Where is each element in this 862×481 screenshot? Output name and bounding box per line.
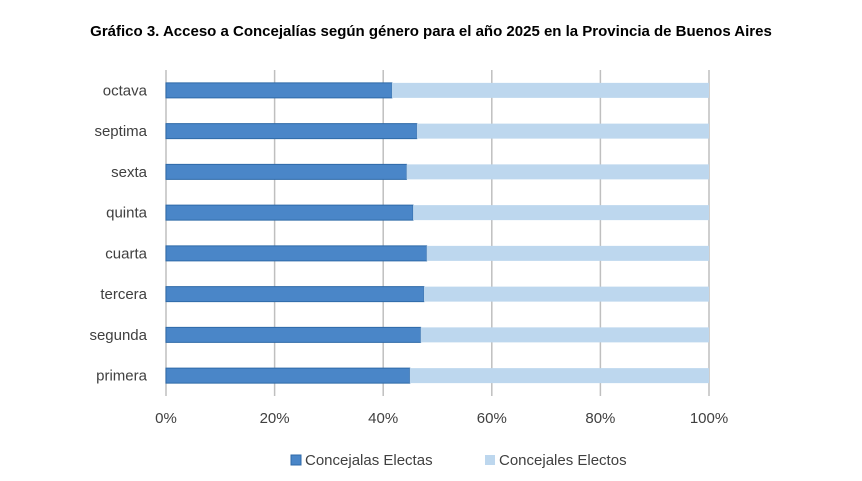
category-label: segunda (89, 327, 147, 344)
bar-concejales-electos-primera (409, 368, 709, 384)
x-tick-label: 0% (155, 410, 177, 427)
category-label: cuarta (105, 245, 147, 262)
bar-concejales-electos-septima (416, 123, 709, 139)
category-label: quinta (106, 205, 148, 222)
category-label: octava (103, 82, 148, 99)
x-tick-label: 20% (260, 410, 290, 427)
legend-label: Concejalas Electas (305, 452, 433, 469)
bar-concejales-electos-sexta (406, 164, 709, 180)
bar-concejalas-electas-segunda (165, 326, 422, 343)
bar-concejalas-electas-cuarta (165, 245, 428, 262)
bar-concejalas-electas-primera (165, 367, 411, 384)
legend-label: Concejales Electos (499, 452, 627, 469)
bar-concejalas-electas-quinta (165, 204, 414, 221)
category-label: sexta (111, 164, 148, 181)
bar-concejales-electos-quinta (413, 205, 709, 221)
bar-concejalas-electas-octava (165, 82, 393, 99)
bar-concejales-electos-octava (391, 82, 709, 98)
bar-concejalas-electas-septima (165, 123, 418, 140)
bar-concejalas-electas-sexta (165, 163, 408, 180)
category-label: septima (94, 123, 147, 140)
bar-concejales-electos-cuarta (426, 245, 709, 261)
bar-concejalas-electas-tercera (165, 286, 425, 303)
x-tick-label: 80% (585, 410, 615, 427)
legend-swatch (485, 455, 495, 465)
category-label: tercera (100, 286, 147, 303)
category-label: primera (96, 368, 148, 385)
x-tick-label: 100% (690, 410, 728, 427)
x-tick-label: 40% (368, 410, 398, 427)
x-tick-label: 60% (477, 410, 507, 427)
legend-swatch (290, 454, 302, 466)
bar-concejales-electos-segunda (420, 327, 709, 343)
bar-concejales-electos-tercera (423, 286, 709, 302)
chart-title: Gráfico 3. Acceso a Concejalías según gé… (90, 23, 772, 40)
